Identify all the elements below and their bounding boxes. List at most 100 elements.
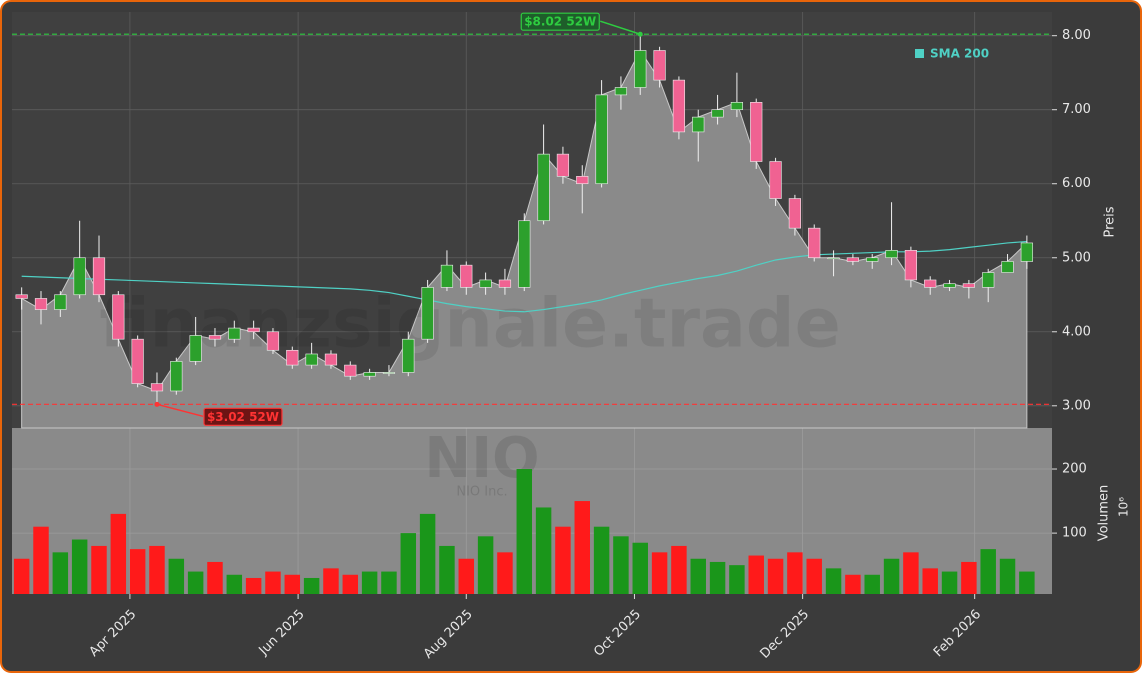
volume-bar — [284, 574, 301, 594]
y-axis-label: Preis — [1103, 206, 1118, 237]
candle-body — [808, 227, 821, 259]
candle-body — [34, 298, 48, 310]
annotation-box — [203, 407, 283, 426]
volume-bar — [690, 558, 706, 594]
candle-body — [750, 102, 763, 162]
volume-bar — [303, 577, 320, 594]
annotation-arrow — [600, 20, 641, 35]
y-tick-label: 5.00 — [1062, 250, 1091, 265]
candle-body — [460, 264, 473, 288]
annotation-label: $3.02 52W — [207, 410, 279, 424]
candle-body — [943, 283, 956, 288]
volume-bar — [245, 577, 262, 594]
volume-bar — [825, 568, 842, 594]
volume-bar — [613, 536, 629, 594]
candle-body — [479, 279, 492, 288]
candle-body — [556, 153, 570, 177]
annotation-box — [520, 12, 600, 31]
candle-body — [208, 335, 222, 340]
volume-bar — [729, 565, 745, 594]
candle-body — [653, 50, 666, 81]
candle-body — [170, 361, 183, 392]
candle-body — [924, 279, 937, 288]
volume-bar — [187, 571, 204, 594]
volume-axis-label: Volumen — [1097, 485, 1112, 542]
volume-bar — [323, 568, 339, 594]
volume-bar — [748, 555, 764, 594]
volume-bar — [477, 536, 494, 594]
annotation-arrow-head — [154, 401, 160, 407]
candle-body — [92, 257, 106, 296]
volume-bar — [226, 574, 243, 594]
candle-body — [15, 294, 28, 299]
volume-bar — [497, 552, 513, 594]
volume-bar — [168, 558, 185, 594]
candle-body — [1020, 242, 1033, 262]
candle-body — [54, 294, 67, 310]
candle-body — [382, 372, 396, 374]
candle-body — [866, 257, 879, 262]
volume-offset-label: 10⁶ — [1117, 497, 1131, 517]
candle-body — [711, 109, 724, 118]
legend-swatch — [915, 49, 924, 58]
volume-bar — [864, 574, 880, 594]
candle-body — [247, 327, 260, 333]
volume-bar — [961, 561, 977, 594]
volume-bar — [516, 469, 532, 594]
volume-bar — [709, 561, 726, 594]
annotation-arrow — [156, 403, 204, 418]
candle-body — [730, 102, 744, 111]
volume-bar — [1019, 571, 1035, 594]
marks: $8.02 52W $3.02 52W — [12, 12, 1052, 594]
volume-bar — [342, 574, 359, 594]
volume-bar — [149, 545, 165, 594]
volume-bar — [980, 549, 996, 594]
y-tick-label: 7.00 — [1062, 102, 1091, 117]
candle-body — [614, 87, 628, 96]
candle-body — [286, 349, 299, 366]
candle-body — [962, 283, 975, 288]
candle-body — [982, 272, 995, 288]
volume-bar — [33, 526, 49, 594]
candle-body — [885, 250, 898, 259]
volume-bar — [439, 545, 455, 594]
volume-bar — [941, 571, 958, 594]
candle-body — [189, 335, 202, 362]
candle-body — [672, 79, 686, 133]
volume-bar — [265, 571, 281, 594]
candle-body — [904, 250, 917, 281]
candle-body — [305, 353, 318, 366]
volume-bar — [767, 558, 784, 594]
candle-body — [595, 94, 608, 185]
candle-body — [576, 176, 589, 185]
volume-tick-label: 200 — [1062, 462, 1087, 477]
annotation-arrow-head — [637, 31, 643, 37]
annotation-label: $8.02 52W — [524, 15, 596, 29]
watermark: finanzsignale.trade — [99, 285, 840, 364]
volume-bar — [129, 549, 146, 594]
volume-bar — [419, 513, 436, 594]
volume-bar — [381, 571, 397, 594]
candle-body — [421, 287, 434, 340]
volume-bar — [999, 558, 1016, 594]
candle-body — [344, 364, 357, 377]
candle-body — [440, 264, 454, 288]
volume-bar — [787, 552, 803, 594]
candle-body — [1001, 261, 1014, 273]
volume-bar — [91, 545, 107, 594]
volume-bar — [535, 507, 552, 594]
volume-bar — [110, 513, 127, 594]
candle-body — [228, 327, 241, 340]
candle-body — [537, 153, 550, 222]
sma-line — [21, 240, 1027, 313]
volume-bar — [400, 533, 417, 594]
volume-bar — [207, 561, 223, 594]
volume-bar — [574, 501, 590, 594]
candle-body — [150, 383, 164, 392]
volume-bar — [593, 526, 610, 594]
candle-body — [846, 257, 859, 262]
volume-bar — [13, 558, 30, 594]
volume-tick-label: 100 — [1062, 526, 1087, 541]
volume-bar — [671, 545, 687, 594]
